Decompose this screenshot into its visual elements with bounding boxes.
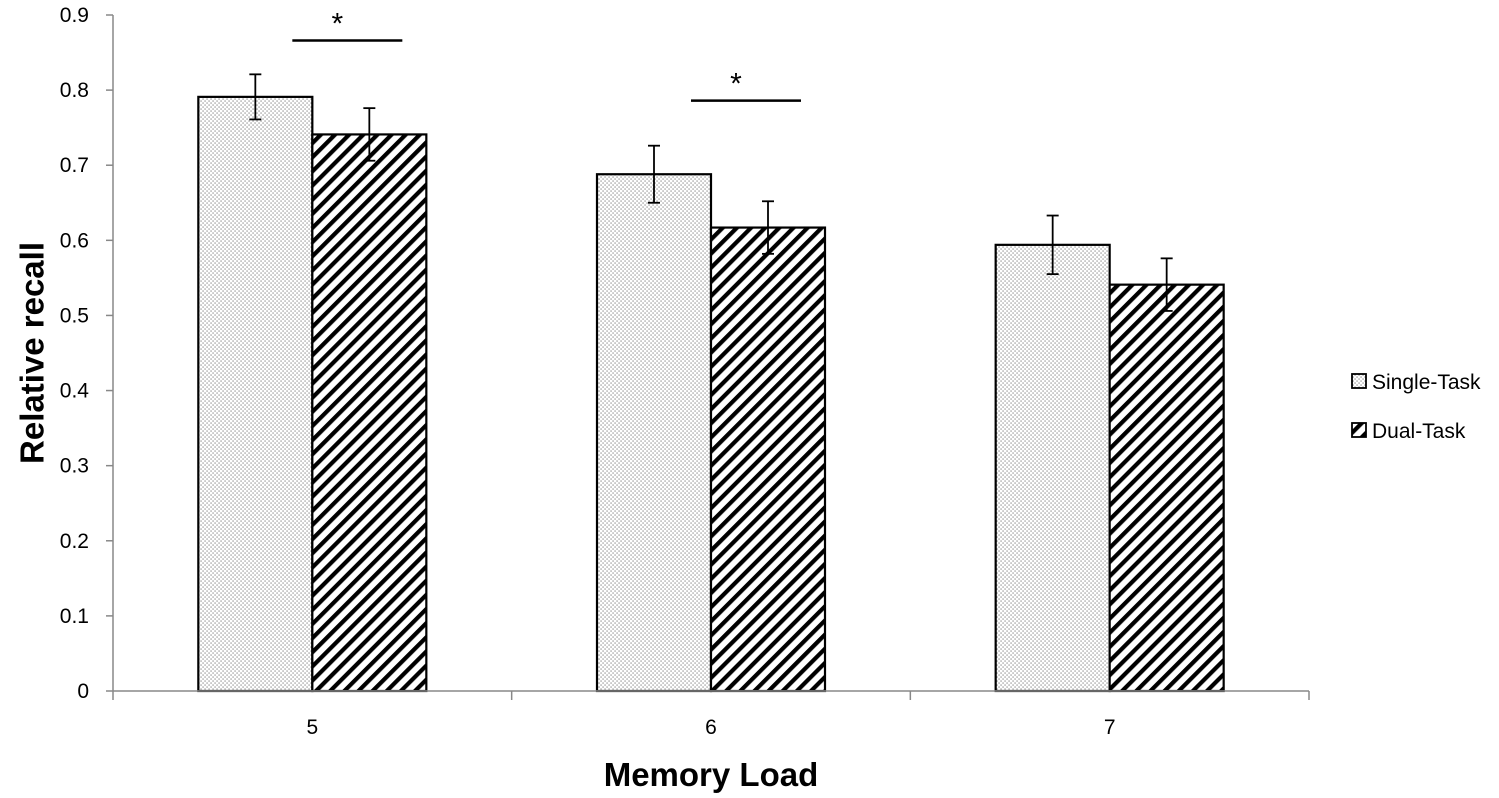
- error-bars: [249, 73, 1173, 312]
- bars: [197, 95, 1225, 693]
- legend-item-single-task: Single-Task: [1351, 371, 1481, 394]
- significance-markers: **: [292, 8, 801, 102]
- bar-single-task-6: [595, 173, 713, 693]
- error-bar-dual-task-6: [762, 200, 774, 255]
- error-bar-dual-task-7: [1160, 257, 1173, 312]
- legend-label: Single-Task: [1372, 371, 1481, 394]
- bar-single-task-7: [994, 243, 1111, 693]
- significance-star: *: [730, 68, 742, 101]
- significance-marker: *: [292, 8, 403, 42]
- y-axis-ticks: 0 0.1 0.2 0.3 0.4 0.5 0.6 0.7 0.8 0.9: [60, 4, 113, 703]
- bar-dual-task-5: [311, 133, 428, 693]
- significance-marker: *: [691, 68, 801, 102]
- bar-dual-task-7: [1108, 283, 1225, 693]
- bar-dual-task-6: [709, 226, 827, 693]
- bar-single-task-5: [197, 95, 314, 693]
- legend-label: Dual-Task: [1372, 420, 1466, 443]
- y-axis-title: Relative recall: [14, 242, 51, 464]
- error-bar-single-task-7: [1046, 214, 1059, 276]
- y-tick-label: 0.4: [60, 380, 90, 403]
- y-tick-label: 0.1: [60, 605, 89, 628]
- y-tick-label: 0.3: [60, 455, 89, 478]
- x-axis-title: Memory Load: [604, 756, 819, 793]
- legend-swatch: [1351, 422, 1367, 438]
- legend-item-dual-task: Dual-Task: [1351, 420, 1466, 443]
- y-tick-label: 0.6: [60, 229, 89, 252]
- legend: Single-Task Dual-Task: [1351, 371, 1481, 443]
- y-tick-label: 0.7: [60, 154, 89, 177]
- legend-swatch: [1351, 373, 1367, 389]
- x-tick-label: 5: [306, 716, 318, 739]
- y-tick-label: 0: [77, 680, 89, 703]
- y-tick-label: 0.2: [60, 530, 89, 553]
- x-axis-ticks: 5 6 7: [112, 691, 1310, 739]
- error-bar-single-task-5: [249, 73, 262, 121]
- x-tick-label: 6: [705, 716, 717, 739]
- significance-star: *: [331, 8, 343, 41]
- y-tick-label: 0.5: [60, 304, 89, 327]
- y-tick-label: 0.8: [60, 79, 89, 102]
- x-tick-label: 7: [1104, 716, 1116, 739]
- y-tick-label: 0.9: [60, 4, 89, 27]
- error-bar-dual-task-5: [363, 107, 376, 162]
- error-bar-single-task-6: [648, 144, 660, 204]
